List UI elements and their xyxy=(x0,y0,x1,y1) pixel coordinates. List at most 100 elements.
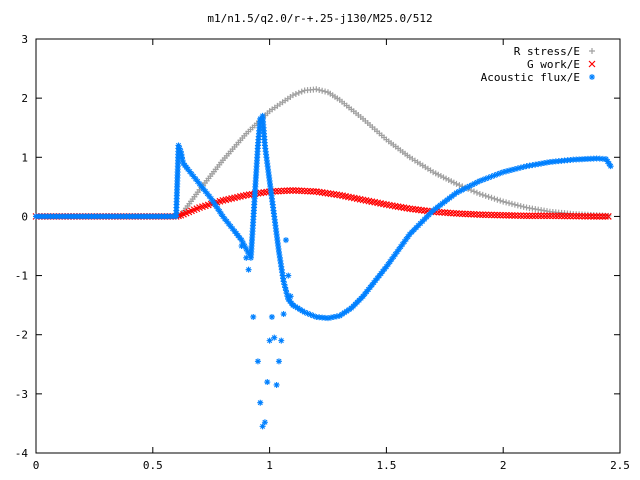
star-point xyxy=(179,157,186,164)
x-tick-label: 1.5 xyxy=(376,459,396,472)
star-point xyxy=(463,184,470,191)
star-point xyxy=(341,309,348,316)
star-point xyxy=(461,185,468,192)
star-point xyxy=(208,195,215,202)
star-point xyxy=(508,166,515,173)
star-point xyxy=(177,148,184,155)
cross-point xyxy=(558,212,566,220)
plus-point xyxy=(476,190,483,197)
star-point xyxy=(275,358,282,365)
cross-point xyxy=(511,212,519,219)
star-point xyxy=(244,248,251,255)
star-point xyxy=(304,310,311,317)
star-point xyxy=(200,185,207,192)
plus-point xyxy=(453,180,460,187)
star-point xyxy=(453,189,460,196)
cross-point xyxy=(508,212,516,219)
star-point xyxy=(596,155,603,162)
cross-point xyxy=(470,210,478,218)
cross-point xyxy=(528,212,536,220)
star-point xyxy=(176,145,183,152)
cross-point xyxy=(444,209,452,217)
star-point xyxy=(184,166,191,173)
cross-point xyxy=(523,212,530,220)
cross-point xyxy=(479,211,487,219)
star-point xyxy=(330,313,337,320)
star-point xyxy=(476,177,483,184)
star-point xyxy=(194,178,201,185)
star-point xyxy=(494,171,501,178)
x-tick-label: 0 xyxy=(33,459,40,472)
cross-point xyxy=(564,212,571,220)
plus-point xyxy=(485,193,492,200)
star-point xyxy=(301,309,308,316)
plus-point xyxy=(471,188,477,195)
star-point xyxy=(283,290,290,297)
star-point xyxy=(254,358,261,365)
cross-point xyxy=(599,213,606,220)
cross-point xyxy=(517,212,525,220)
cross-point xyxy=(274,187,282,195)
cross-point xyxy=(561,212,568,220)
cross-point xyxy=(496,211,504,219)
plus-point xyxy=(488,194,495,201)
star-point xyxy=(343,308,350,315)
star-point xyxy=(243,254,250,261)
star-point xyxy=(511,166,518,173)
star-point xyxy=(238,237,245,244)
star-point xyxy=(196,180,203,187)
star-point xyxy=(225,220,232,227)
plus-point xyxy=(316,87,323,94)
star-point xyxy=(245,266,252,273)
star-point xyxy=(223,218,230,225)
star-point xyxy=(243,245,250,252)
y-tick-label: -2 xyxy=(15,329,28,342)
cross-point xyxy=(546,212,554,220)
star-point xyxy=(488,173,495,180)
star-point xyxy=(282,237,289,244)
star-point xyxy=(604,158,611,165)
y-tick-label: 1 xyxy=(21,151,28,164)
series-group xyxy=(33,86,612,220)
y-tick-label: 2 xyxy=(21,92,28,105)
star-point xyxy=(192,175,199,182)
star-point xyxy=(514,165,521,172)
cross-point xyxy=(534,212,542,220)
star-point xyxy=(190,173,197,180)
star-point xyxy=(178,151,185,158)
plus-point xyxy=(319,87,326,94)
plus-point xyxy=(313,86,320,93)
cross-point xyxy=(476,211,484,219)
y-tick-label: 3 xyxy=(21,33,28,46)
plus-point xyxy=(497,197,504,204)
cross-point xyxy=(473,211,481,218)
star-point xyxy=(346,306,353,313)
plus-point xyxy=(500,198,507,205)
star-point xyxy=(186,168,193,175)
star-point xyxy=(218,210,225,217)
cross-point xyxy=(566,212,574,220)
plus-point xyxy=(511,201,518,208)
cross-point xyxy=(601,213,609,220)
cross-point xyxy=(505,211,513,219)
star-point xyxy=(471,180,478,187)
star-point xyxy=(211,200,218,207)
star-point xyxy=(266,337,273,344)
plus-point xyxy=(503,199,510,206)
plus-point xyxy=(494,196,501,203)
cross-point xyxy=(588,60,596,68)
star-point xyxy=(202,188,209,195)
cross-point xyxy=(450,209,457,217)
star-point xyxy=(607,163,614,170)
cross-point xyxy=(578,212,586,220)
star-point xyxy=(280,278,287,285)
star-point xyxy=(294,304,301,311)
star-point xyxy=(268,313,275,320)
cross-point xyxy=(569,212,577,220)
star-point xyxy=(179,154,185,161)
cross-point xyxy=(581,212,589,220)
plus-point xyxy=(456,182,463,189)
x-tick-label: 2.5 xyxy=(610,459,630,472)
cross-point xyxy=(499,211,507,219)
star-point xyxy=(482,175,489,182)
